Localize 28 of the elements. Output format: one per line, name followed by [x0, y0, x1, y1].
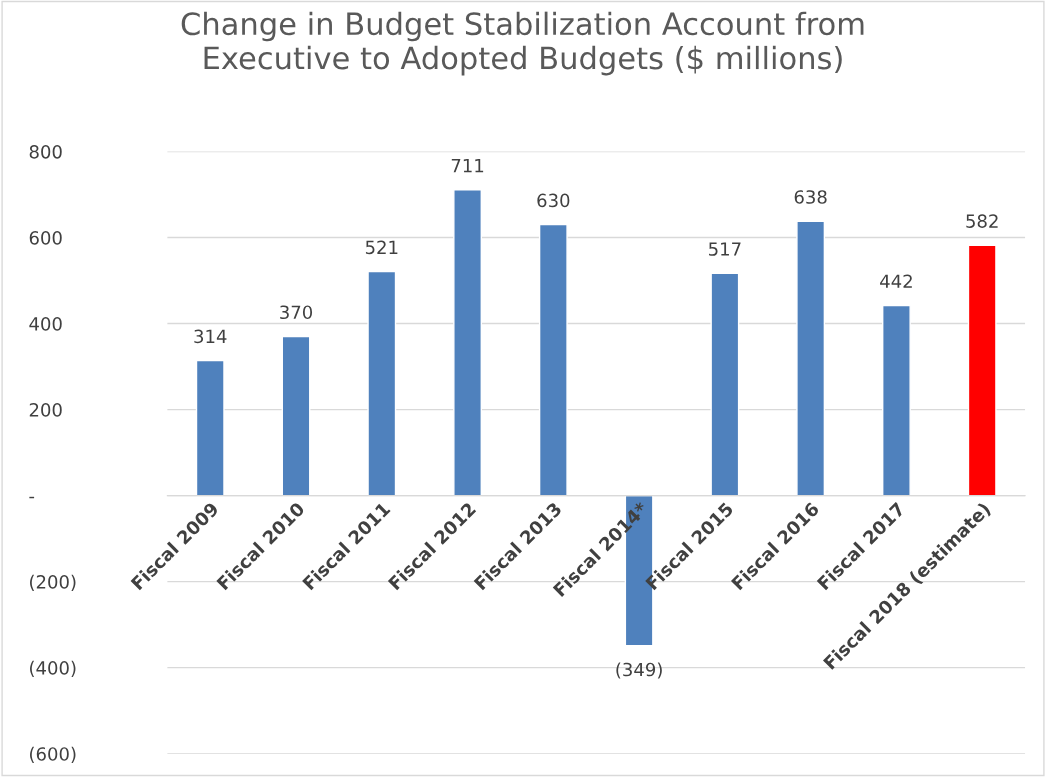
y-tick-label: 800	[29, 144, 62, 159]
data-label: (349)	[616, 662, 662, 679]
bar	[538, 223, 568, 497]
data-label: 370	[280, 305, 313, 320]
chart-title: Change in Budget Stabilization Account from Executive to Adopted Budgets ($ millions)	[181, 11, 864, 76]
bar	[710, 272, 740, 497]
data-label: 517	[709, 242, 741, 256]
bar	[796, 220, 826, 497]
data-label: 582	[966, 214, 998, 228]
bar	[195, 359, 225, 497]
y-tick-label: 400	[29, 317, 62, 331]
bar	[882, 304, 911, 497]
data-label: 630	[537, 193, 570, 208]
bar	[453, 189, 482, 497]
data-label: 314	[194, 329, 227, 344]
y-tick-label: (600)	[30, 746, 76, 763]
data-label: 638	[794, 190, 827, 204]
data-label: 521	[365, 240, 398, 255]
y-tick-label: (200)	[30, 574, 76, 591]
bar	[367, 270, 397, 497]
y-tick-label: 600	[29, 231, 62, 245]
bar	[967, 244, 997, 497]
data-label: 442	[880, 274, 912, 288]
bar	[281, 335, 311, 497]
y-tick-label: (400)	[30, 660, 76, 677]
y-tick-label: -	[29, 496, 35, 499]
y-tick-label: 200	[29, 403, 62, 417]
data-label: 711	[451, 158, 484, 173]
